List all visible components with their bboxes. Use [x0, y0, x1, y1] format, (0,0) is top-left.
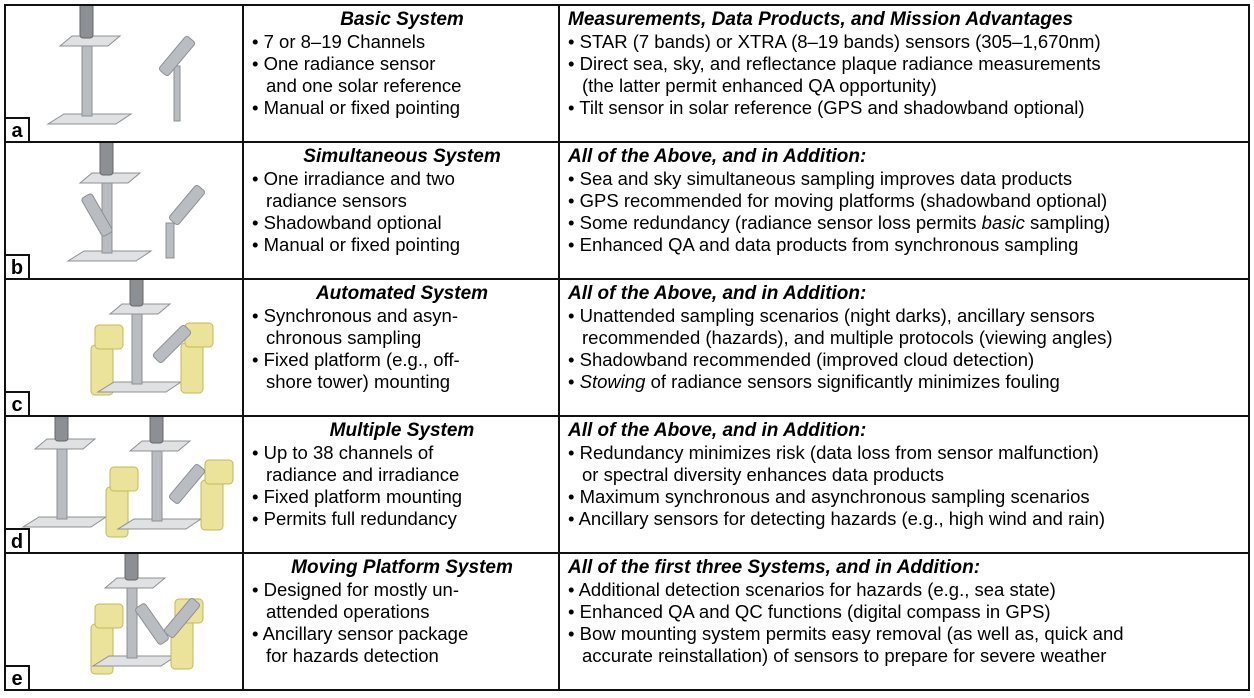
bullet-line: • STAR (7 bands) or XTRA (8–19 bands) se…	[568, 31, 1101, 52]
bullet-line: • Ancillary sensor package	[252, 623, 469, 644]
advantages-title: All of the Above, and in Addition:	[568, 283, 867, 304]
bullet-line: • Some redundancy (radiance sensor loss …	[568, 212, 1242, 234]
system-illustration	[66, 143, 206, 262]
bullet-line: • Ancillary sensors for detecting hazard…	[568, 508, 1106, 529]
bullet-line: • Stowing of radiance sensors significan…	[568, 371, 1242, 393]
bullet-line: • Sea and sky simultaneous sampling impr…	[568, 168, 1073, 189]
bullet-line: • Up to 38 channels of	[252, 442, 434, 463]
bullet-line: • Designed for mostly un-	[252, 579, 459, 600]
bullet-line: • Enhanced QA and QC functions (digital …	[568, 601, 1051, 622]
bullet-line: • Direct sea, sky, and reflectance plaqu…	[568, 53, 1101, 74]
system-illustration	[90, 280, 214, 396]
bullet-line: • Fixed platform mounting	[252, 486, 463, 507]
image-cell: d	[4, 415, 244, 554]
bullet-line: • One radiance sensor	[252, 53, 436, 74]
system-cell: Multiple System • Up to 38 channels of rad…	[242, 415, 560, 554]
advantages-cell: All of the Above, and in Addition: • Sea …	[558, 141, 1250, 280]
advantages-title: All of the Above, and in Addition:	[568, 146, 867, 167]
advantages-title: Measurements, Data Products, and Mission…	[568, 9, 1074, 30]
illustration	[66, 143, 206, 262]
system-title: Simultaneous System	[303, 146, 501, 167]
text: of radiance sensors significantly minimi…	[645, 371, 1060, 392]
bullet-line: and one solar reference	[266, 75, 462, 96]
bullet-line: recommended (hazards), and multiple prot…	[582, 327, 1113, 348]
system-title: Basic System	[340, 9, 464, 30]
illustration	[90, 280, 214, 396]
bullet-line: for hazards detection	[266, 645, 439, 666]
bullet-line: • Synchronous and asyn-	[252, 305, 458, 326]
image-cell: b	[4, 141, 244, 280]
bullet-line: accurate reinstallation) of sensors to p…	[582, 645, 1107, 666]
bullet-line: or spectral diversity enhances data prod…	[582, 464, 944, 485]
bullet-line: • Redundancy minimizes risk (data loss f…	[568, 442, 1099, 463]
bullet-line: • GPS recommended for moving platforms (…	[568, 190, 1108, 211]
bullet-line: • Tilt sensor in solar reference (GPS an…	[568, 97, 1085, 118]
table-row: c Automated System • Synchronous and asyn-…	[4, 278, 1250, 417]
bullet-line: • Manual or fixed pointing	[252, 97, 461, 118]
advantages-cell: Measurements, Data Products, and Mission…	[558, 4, 1250, 143]
table-row: a Basic System • 7 or 8–19 Channels • One r…	[4, 4, 1250, 143]
bullet-line: radiance sensors	[266, 190, 407, 211]
system-cell: Automated System • Synchronous and asyn-c…	[242, 278, 560, 417]
table-row: d Multiple System • Up to 38 channels of ra…	[4, 415, 1250, 554]
row-label: c	[4, 391, 30, 417]
text: sampling)	[1024, 212, 1111, 233]
row-label: e	[4, 665, 30, 691]
advantages-cell: All of the Above, and in Addition: • Redu…	[558, 415, 1250, 554]
system-title: Automated System	[315, 283, 489, 304]
bullet-line: • Maximum synchronous and asynchronous s…	[568, 486, 1090, 507]
image-cell: e	[4, 552, 244, 691]
bullet-line: • Enhanced QA and data products from syn…	[568, 234, 1079, 255]
image-cell: c	[4, 278, 244, 417]
bullet-line: • Fixed platform (e.g., off-	[252, 349, 460, 370]
system-cell: Moving Platform System • Designed for mos…	[242, 552, 560, 691]
emphasis: Stowing	[579, 371, 646, 392]
bullet-line: chronous sampling	[266, 327, 422, 348]
page: a Basic System • 7 or 8–19 Channels • One r…	[4, 4, 1250, 691]
bullet-line: • Additional detection scenarios for haz…	[568, 579, 1056, 600]
bullet-line: radiance and irradiance	[266, 464, 460, 485]
row-label: b	[4, 254, 30, 280]
illustration	[46, 6, 196, 125]
advantages-title: All of the first three Systems, and in A…	[568, 557, 981, 578]
text: • Some redundancy (radiance sensor loss …	[568, 212, 982, 233]
row-label: d	[4, 528, 30, 554]
bullet-line: • Shadowband optional	[252, 212, 442, 233]
illustration	[21, 417, 234, 538]
bullet-line: shore tower) mounting	[266, 371, 451, 392]
bullet-line: • 7 or 8–19 Channels	[252, 31, 426, 52]
bullet-line: • Manual or fixed pointing	[252, 234, 461, 255]
bullet-line: • Bow mounting system permits easy remov…	[568, 623, 1124, 644]
bullet-line: • One irradiance and two	[252, 168, 455, 189]
table-row: b Simultaneous System • One irradiance and…	[4, 141, 1250, 280]
bullet-line: • Shadowband recommended (improved cloud…	[568, 349, 1035, 370]
table-row: e Moving Platform System • Designed for mo…	[4, 552, 1250, 691]
advantages-title: All of the Above, and in Addition:	[568, 420, 867, 441]
system-cell: Simultaneous System • One irradiance and …	[242, 141, 560, 280]
system-title: Multiple System	[329, 420, 475, 441]
bullet-line: (the latter permit enhanced QA opportuni…	[582, 75, 937, 96]
image-cell: a	[4, 4, 244, 143]
system-title: Moving Platform System	[291, 557, 513, 578]
advantages-cell: All of the first three Systems, and in A…	[558, 552, 1250, 691]
emphasis: basic	[981, 212, 1025, 233]
system-illustration	[21, 417, 234, 538]
advantages-cell: All of the Above, and in Addition: • Unat…	[558, 278, 1250, 417]
system-cell: Basic System • 7 or 8–19 Channels • One ra…	[242, 4, 560, 143]
bullet-line: • Permits full redundancy	[252, 508, 457, 529]
text: •	[568, 371, 580, 392]
illustration	[90, 554, 204, 675]
bullet-line: attended operations	[266, 601, 430, 622]
row-label: a	[4, 117, 30, 143]
system-illustration	[90, 554, 204, 675]
bullet-line: • Unattended sampling scenarios (night d…	[568, 305, 1095, 326]
systems-table: a Basic System • 7 or 8–19 Channels • One r…	[4, 4, 1250, 691]
system-illustration	[46, 6, 196, 125]
